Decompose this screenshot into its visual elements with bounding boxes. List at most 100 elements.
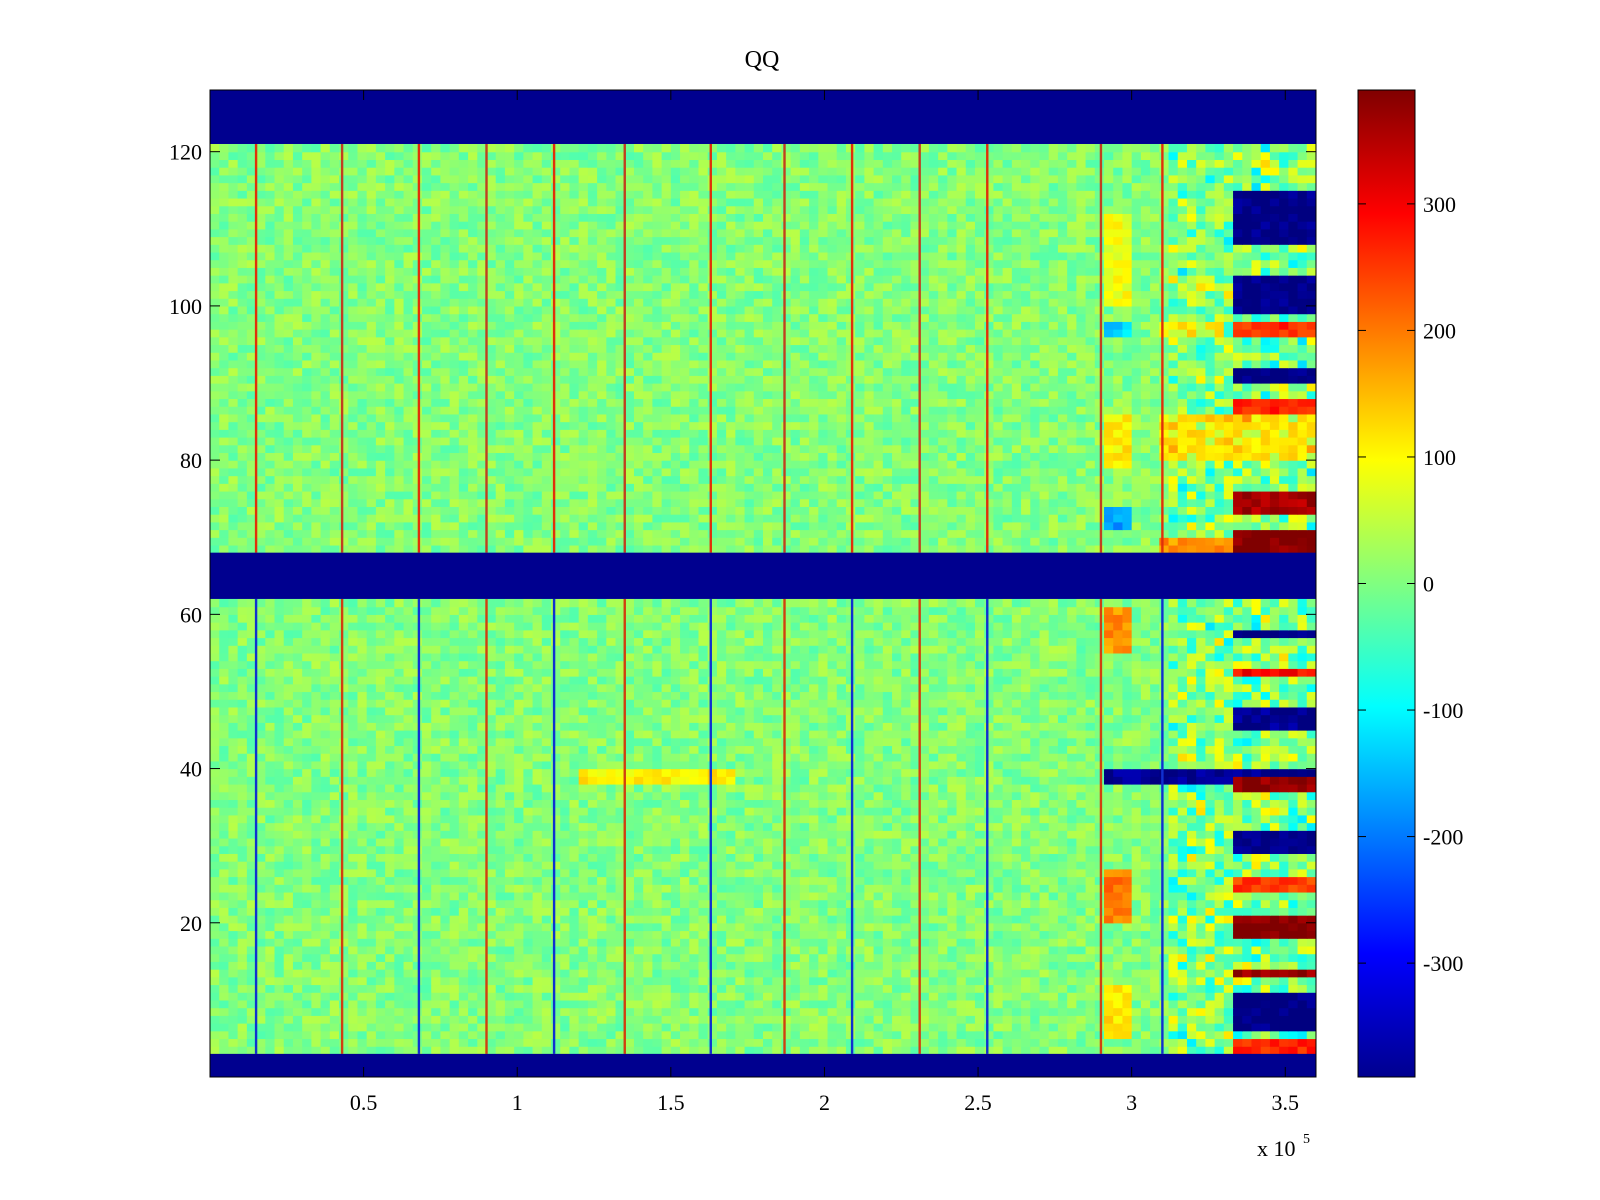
heatmap-cell: [818, 807, 829, 816]
heatmap-cell: [615, 776, 626, 785]
heatmap-cell: [652, 915, 663, 924]
heatmap-cell: [901, 884, 912, 893]
heatmap-cell: [237, 730, 248, 739]
heatmap-cell: [210, 745, 220, 754]
heatmap-cell: [707, 853, 718, 862]
heatmap-cell: [1233, 938, 1243, 947]
heatmap-cell: [219, 915, 230, 924]
heatmap-cell: [1269, 853, 1280, 862]
heatmap-cell: [1279, 1023, 1289, 1032]
heatmap-cell: [1269, 760, 1280, 770]
heatmap-cell: [633, 953, 644, 962]
heatmap-cell: [1039, 814, 1050, 824]
heatmap-cell: [735, 1030, 746, 1040]
heatmap-cell: [864, 969, 875, 978]
heatmap-cell: [477, 760, 488, 770]
heatmap-cell: [707, 915, 718, 924]
heatmap-cell: [394, 938, 405, 947]
heatmap-cell: [348, 884, 359, 893]
heatmap-cell: [597, 845, 607, 854]
heatmap-cell: [440, 930, 451, 939]
heatmap-cell: [541, 745, 552, 754]
heatmap-cell: [947, 976, 958, 986]
heatmap-cell: [1205, 938, 1216, 947]
heatmap-cell: [357, 961, 368, 970]
heatmap-cell: [431, 945, 442, 955]
heatmap-cell: [1021, 822, 1031, 831]
heatmap-cell: [1279, 992, 1289, 1001]
heatmap-cell: [1104, 830, 1114, 839]
heatmap-cell: [1002, 868, 1013, 878]
heatmap-cell: [799, 837, 810, 847]
heatmap-cell: [1150, 915, 1160, 924]
heatmap-cell: [1223, 814, 1234, 824]
heatmap-cell: [928, 915, 939, 924]
heatmap-cell: [421, 984, 432, 993]
heatmap-cell: [357, 760, 368, 770]
heatmap-cell: [1279, 830, 1289, 839]
heatmap-cell: [661, 814, 672, 824]
heatmap-cell: [901, 783, 912, 793]
heatmap-cell: [302, 730, 312, 739]
heatmap-cell: [357, 830, 368, 839]
heatmap-cell: [1196, 768, 1206, 777]
heatmap-cell: [375, 753, 386, 762]
heatmap-cell: [790, 969, 801, 978]
heatmap-cell: [615, 730, 626, 739]
heatmap-cell: [1122, 760, 1133, 770]
heatmap-cell: [357, 992, 368, 1001]
heatmap-cell: [1288, 845, 1299, 854]
heatmap-cell: [1094, 999, 1105, 1009]
heatmap-cell: [394, 845, 405, 854]
heatmap-cell: [892, 868, 902, 878]
heatmap-cell: [1011, 791, 1022, 801]
heatmap-cell: [1140, 868, 1151, 878]
heatmap-cell: [790, 938, 801, 947]
heatmap-cell: [311, 976, 322, 986]
heatmap-cell: [661, 753, 672, 762]
heatmap-cell: [523, 876, 534, 885]
heatmap-cell: [818, 768, 829, 777]
heatmap-cell: [578, 745, 589, 754]
heatmap-cell: [716, 984, 727, 993]
heatmap-cell: [412, 745, 423, 754]
heatmap-cell: [956, 899, 967, 908]
heatmap-cell: [412, 822, 423, 831]
heatmap-cell: [385, 999, 395, 1009]
heatmap-cell: [735, 730, 746, 739]
heatmap-cell: [329, 1007, 340, 1016]
heatmap-cell: [569, 938, 580, 947]
heatmap-cell: [578, 853, 589, 862]
heatmap-cell: [689, 1023, 700, 1032]
heatmap-cell: [569, 891, 580, 901]
heatmap-cell: [1196, 807, 1206, 816]
heatmap-cell: [1011, 922, 1022, 932]
heatmap-cell: [827, 745, 838, 754]
heatmap-cell: [661, 845, 672, 854]
heatmap-cell: [486, 807, 497, 816]
heatmap-cell: [809, 922, 819, 932]
heatmap-cell: [1085, 814, 1096, 824]
heatmap-cell: [965, 945, 976, 955]
heatmap-cell: [329, 760, 340, 770]
heatmap-cell: [763, 922, 773, 932]
heatmap-cell: [1104, 984, 1114, 993]
heatmap-cell: [1122, 1015, 1133, 1024]
heatmap-cell: [1048, 1007, 1059, 1016]
heatmap-cell: [1076, 737, 1087, 747]
heatmap-cell: [790, 861, 801, 870]
heatmap-cell: [873, 1030, 884, 1040]
heatmap-cell: [302, 1023, 312, 1032]
heatmap-cell: [965, 930, 976, 939]
heatmap-cell: [1067, 1007, 1077, 1016]
heatmap-cell: [689, 930, 700, 939]
heatmap-cell: [744, 876, 755, 885]
heatmap-cell: [615, 1015, 626, 1024]
heatmap-cell: [1104, 776, 1114, 785]
heatmap-cell: [1306, 976, 1316, 986]
heatmap-cell: [799, 1030, 810, 1040]
heatmap-cell: [1085, 768, 1096, 777]
heatmap-cell: [394, 730, 405, 739]
heatmap-cell: [993, 837, 1004, 847]
heatmap-cell: [394, 861, 405, 870]
